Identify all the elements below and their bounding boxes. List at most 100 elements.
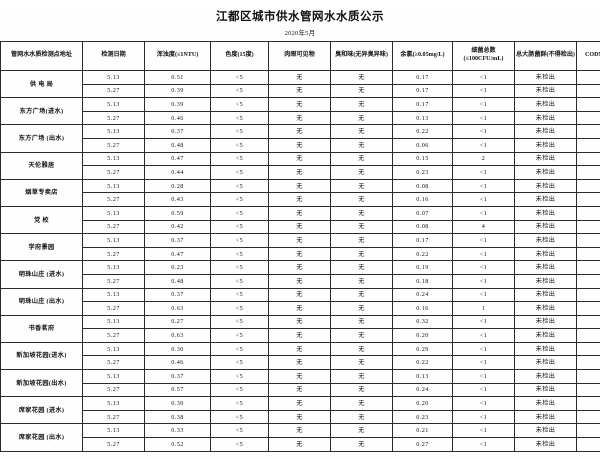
cell-turbidity: 0.30 bbox=[145, 397, 211, 411]
column-header-odor-taste: 臭和味(无异臭异味) bbox=[331, 42, 393, 71]
cell-total-coliform: 未检出 bbox=[515, 125, 577, 139]
cell-odor-taste: 无 bbox=[331, 98, 393, 112]
cell-date: 5.13 bbox=[83, 71, 145, 85]
site-name-cell: 东方广场(进水) bbox=[1, 98, 83, 125]
cell-bacteria-count: <1 bbox=[453, 261, 515, 275]
cell-bacteria-count: <1 bbox=[453, 274, 515, 288]
cell-odor-taste: 无 bbox=[331, 261, 393, 275]
cell-codmn: 1.3 bbox=[577, 410, 600, 424]
cell-codmn: 1.6 bbox=[577, 397, 600, 411]
site-name-cell: 明珠山庄 (出水) bbox=[1, 288, 83, 315]
cell-turbidity: 0.48 bbox=[145, 138, 211, 152]
site-name-cell: 新加坡花园(出水) bbox=[1, 370, 83, 397]
cell-color: <5 bbox=[211, 288, 269, 302]
cell-date: 5.13 bbox=[83, 424, 145, 438]
cell-codmn: 1.5 bbox=[577, 220, 600, 234]
cell-total-coliform: 未检出 bbox=[515, 383, 577, 397]
cell-bacteria-count: <1 bbox=[453, 383, 515, 397]
cell-residual-chlorine: 0.13 bbox=[393, 370, 453, 384]
cell-residual-chlorine: 0.08 bbox=[393, 179, 453, 193]
cell-visible-matter: 无 bbox=[269, 234, 331, 248]
cell-color: <5 bbox=[211, 179, 269, 193]
cell-visible-matter: 无 bbox=[269, 370, 331, 384]
cell-color: <5 bbox=[211, 247, 269, 261]
cell-turbidity: 0.42 bbox=[145, 220, 211, 234]
site-name-cell: 天伦雅居 bbox=[1, 152, 83, 179]
cell-date: 5.27 bbox=[83, 410, 145, 424]
cell-odor-taste: 无 bbox=[331, 193, 393, 207]
cell-codmn: 1.4 bbox=[577, 193, 600, 207]
cell-codmn: 1.4 bbox=[577, 111, 600, 125]
cell-odor-taste: 无 bbox=[331, 247, 393, 261]
water-quality-table: 管网水水质检测点地址 检测日期 浑浊度(≤1NTU) 色度(15度) 肉眼可见物… bbox=[0, 41, 600, 452]
cell-residual-chlorine: 0.23 bbox=[393, 166, 453, 180]
cell-date: 5.27 bbox=[83, 193, 145, 207]
cell-odor-taste: 无 bbox=[331, 315, 393, 329]
cell-visible-matter: 无 bbox=[269, 152, 331, 166]
cell-total-coliform: 未检出 bbox=[515, 302, 577, 316]
cell-codmn: 1.8 bbox=[577, 261, 600, 275]
cell-codmn: 1.4 bbox=[577, 71, 600, 85]
cell-color: <5 bbox=[211, 166, 269, 180]
cell-residual-chlorine: 0.29 bbox=[393, 342, 453, 356]
cell-color: <5 bbox=[211, 410, 269, 424]
cell-date: 5.13 bbox=[83, 206, 145, 220]
cell-turbidity: 0.47 bbox=[145, 152, 211, 166]
cell-color: <5 bbox=[211, 356, 269, 370]
cell-visible-matter: 无 bbox=[269, 261, 331, 275]
cell-residual-chlorine: 0.20 bbox=[393, 329, 453, 343]
cell-bacteria-count: <1 bbox=[453, 424, 515, 438]
cell-date: 5.27 bbox=[83, 438, 145, 452]
cell-odor-taste: 无 bbox=[331, 302, 393, 316]
cell-turbidity: 0.39 bbox=[145, 98, 211, 112]
cell-residual-chlorine: 0.18 bbox=[393, 274, 453, 288]
cell-date: 5.27 bbox=[83, 356, 145, 370]
cell-bacteria-count: <1 bbox=[453, 71, 515, 85]
column-header-codmn: CODMn(≤3mg/L) bbox=[577, 42, 600, 71]
cell-bacteria-count: <1 bbox=[453, 206, 515, 220]
cell-visible-matter: 无 bbox=[269, 206, 331, 220]
cell-codmn: 1.6 bbox=[577, 424, 600, 438]
cell-color: <5 bbox=[211, 424, 269, 438]
cell-color: <5 bbox=[211, 315, 269, 329]
cell-visible-matter: 无 bbox=[269, 315, 331, 329]
cell-color: <5 bbox=[211, 397, 269, 411]
cell-color: <5 bbox=[211, 125, 269, 139]
cell-date: 5.27 bbox=[83, 274, 145, 288]
cell-total-coliform: 未检出 bbox=[515, 71, 577, 85]
cell-residual-chlorine: 0.19 bbox=[393, 261, 453, 275]
cell-visible-matter: 无 bbox=[269, 98, 331, 112]
cell-odor-taste: 无 bbox=[331, 410, 393, 424]
cell-date: 5.13 bbox=[83, 397, 145, 411]
cell-color: <5 bbox=[211, 152, 269, 166]
cell-bacteria-count: <1 bbox=[453, 288, 515, 302]
column-header-total-coliform: 总大肠菌群(不得检出) bbox=[515, 42, 577, 71]
cell-bacteria-count: <1 bbox=[453, 111, 515, 125]
cell-date: 5.27 bbox=[83, 166, 145, 180]
cell-residual-chlorine: 0.06 bbox=[393, 138, 453, 152]
cell-residual-chlorine: 0.17 bbox=[393, 84, 453, 98]
column-header-visible-matter: 肉眼可见物 bbox=[269, 42, 331, 71]
cell-turbidity: 0.63 bbox=[145, 329, 211, 343]
cell-color: <5 bbox=[211, 329, 269, 343]
cell-bacteria-count: <1 bbox=[453, 438, 515, 452]
cell-date: 5.27 bbox=[83, 383, 145, 397]
water-quality-notice-page: 江都区城市供水管网水水质公示 2020年5月 管网水水质检测点地址 检测日期 浑… bbox=[0, 10, 600, 460]
cell-residual-chlorine: 0.17 bbox=[393, 71, 453, 85]
cell-total-coliform: 未检出 bbox=[515, 193, 577, 207]
cell-turbidity: 0.37 bbox=[145, 125, 211, 139]
cell-residual-chlorine: 0.23 bbox=[393, 410, 453, 424]
cell-bacteria-count: <1 bbox=[453, 179, 515, 193]
cell-turbidity: 0.23 bbox=[145, 261, 211, 275]
cell-total-coliform: 未检出 bbox=[515, 261, 577, 275]
